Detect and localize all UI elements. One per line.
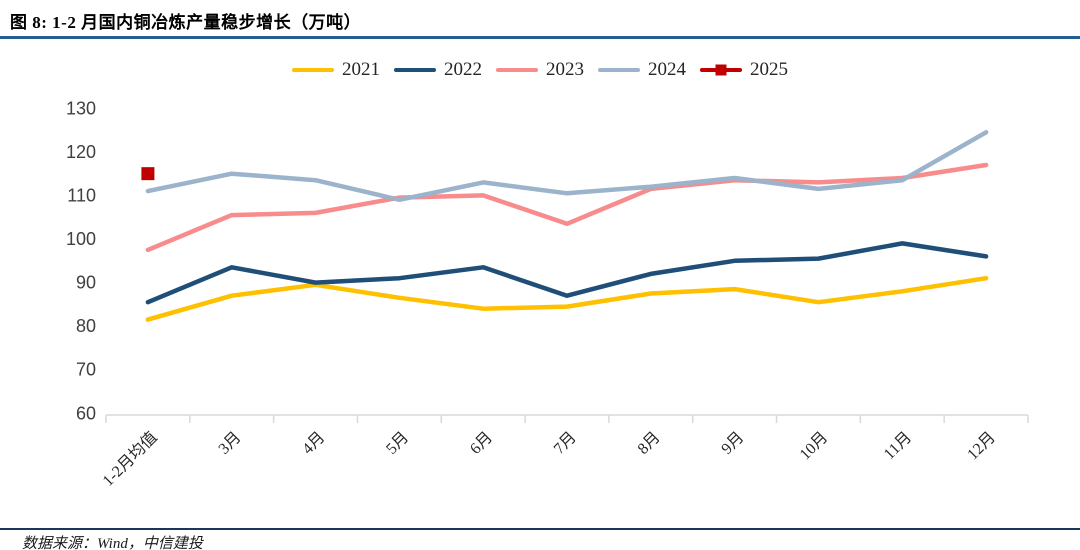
legend-item-2022: 2022 [394, 59, 482, 81]
legend-label: 2021 [342, 59, 380, 80]
figure-title: 图 8: 1-2 月国内铜冶炼产量稳步增长（万吨） [10, 13, 362, 32]
line-chart: 60 70 80 90 100 110 120 130 1-2月均值 3月 4月 5月 6月 7月 8月 9月… [66, 98, 1029, 490]
y-axis-tick-label: 80 [76, 316, 96, 336]
x-axis-category-label: 9月 [718, 429, 747, 458]
legend-swatch-2025 [700, 64, 742, 76]
footer-rule [0, 528, 1080, 530]
y-axis-tick-label: 90 [76, 273, 96, 293]
legend-item-2025: 2025 [700, 59, 788, 81]
series-line-2023 [145, 162, 989, 253]
legend-swatch-2022 [394, 68, 436, 72]
y-axis-tick-label: 110 [67, 185, 96, 205]
x-axis-category-label: 5月 [383, 429, 412, 458]
x-axis-category-label: 12月 [964, 429, 999, 464]
y-axis-tick-label: 130 [66, 98, 96, 118]
x-axis-category-label: 3月 [216, 429, 245, 458]
legend-label: 2022 [444, 59, 482, 80]
x-axis-category-label: 6月 [467, 429, 496, 458]
series-line-2024 [145, 130, 989, 203]
y-axis-tick-label: 120 [66, 142, 96, 162]
title-rule [0, 36, 1080, 39]
x-axis-category-label: 8月 [635, 429, 664, 458]
legend-square-marker [715, 64, 727, 76]
x-axis-category-label: 4月 [299, 429, 328, 458]
legend-label: 2024 [648, 59, 686, 80]
legend-item-2023: 2023 [496, 59, 584, 81]
legend-swatch-2021 [292, 68, 334, 72]
x-axis-category-label: 10月 [797, 429, 832, 464]
y-axis-tick-label: 70 [76, 360, 96, 380]
legend-swatch-2024 [598, 68, 640, 72]
legend-label: 2025 [750, 59, 788, 80]
y-axis-tick-label: 100 [66, 229, 96, 249]
x-axis-category-label: 7月 [551, 429, 580, 458]
x-axis-category-label: 11月 [881, 429, 915, 463]
data-source: 数据来源：Wind，中信建投 [22, 536, 203, 550]
series-line-2022 [145, 241, 989, 305]
legend-label: 2023 [546, 59, 584, 80]
y-axis-tick-label: 60 [76, 403, 96, 423]
series-line-2021 [145, 275, 989, 322]
x-axis-category-label: 1-2月均值 [99, 428, 161, 490]
chart-legend: 2021 2022 2023 2024 2025 [0, 56, 1080, 84]
series-marker-2025 [141, 167, 155, 181]
legend-item-2024: 2024 [598, 59, 686, 81]
legend-item-2021: 2021 [292, 59, 380, 81]
legend-swatch-2023 [496, 68, 538, 72]
